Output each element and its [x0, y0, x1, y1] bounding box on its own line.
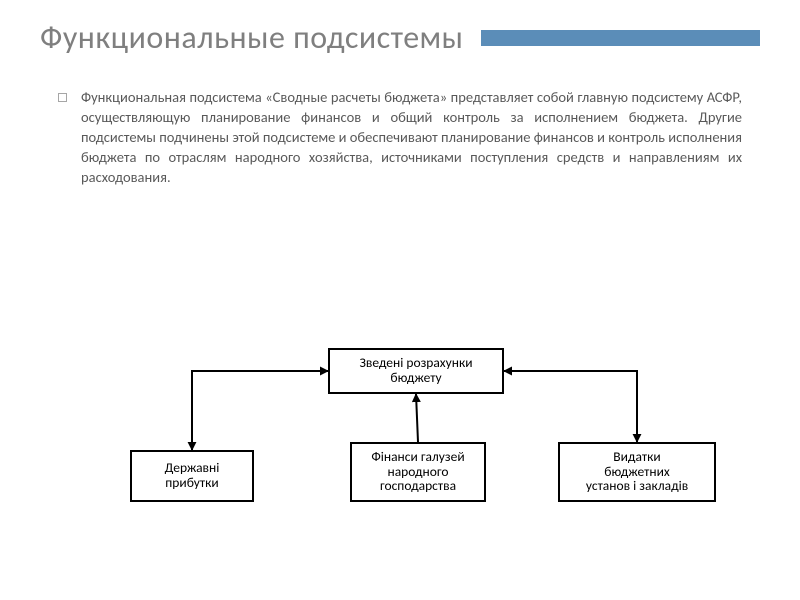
- flowchart-edge-mid-top: [416, 394, 418, 442]
- title-area: Функциональные подсистемы: [0, 0, 800, 57]
- body-area: Функциональная подсистема «Сводные расче…: [0, 57, 800, 187]
- flowchart-node-mid: Фінанси галузейнародногогосподарства: [350, 442, 486, 502]
- bullet-row: Функциональная подсистема «Сводные расче…: [58, 87, 742, 187]
- flowchart-edge-top-right: [504, 371, 637, 442]
- body-paragraph: Функциональная подсистема «Сводные расче…: [81, 87, 742, 187]
- flowchart-node-label: Видаткибюджетнихустанов і закладів: [566, 450, 708, 495]
- flowchart-node-left: Державніприбутки: [130, 450, 254, 502]
- title-accent-bar: [481, 30, 760, 46]
- slide-title: Функциональные подсистемы: [40, 18, 463, 57]
- bullet-square-icon: [58, 93, 67, 102]
- flowchart-node-label: Зведені розрахункибюджету: [336, 356, 496, 386]
- flowchart-node-label: Фінанси галузейнародногогосподарства: [358, 450, 478, 495]
- slide: Функциональные подсистемы Функциональная…: [0, 0, 800, 600]
- flowchart-node-right: Видаткибюджетнихустанов і закладів: [558, 442, 716, 502]
- title-row: Функциональные подсистемы: [40, 18, 760, 57]
- flowchart-edge-top-left: [192, 371, 328, 450]
- flowchart-node-top: Зведені розрахункибюджету: [328, 348, 504, 394]
- flowchart: Зведені розрахункибюджету Державніприбутк…: [0, 340, 800, 580]
- flowchart-node-label: Державніприбутки: [138, 461, 246, 491]
